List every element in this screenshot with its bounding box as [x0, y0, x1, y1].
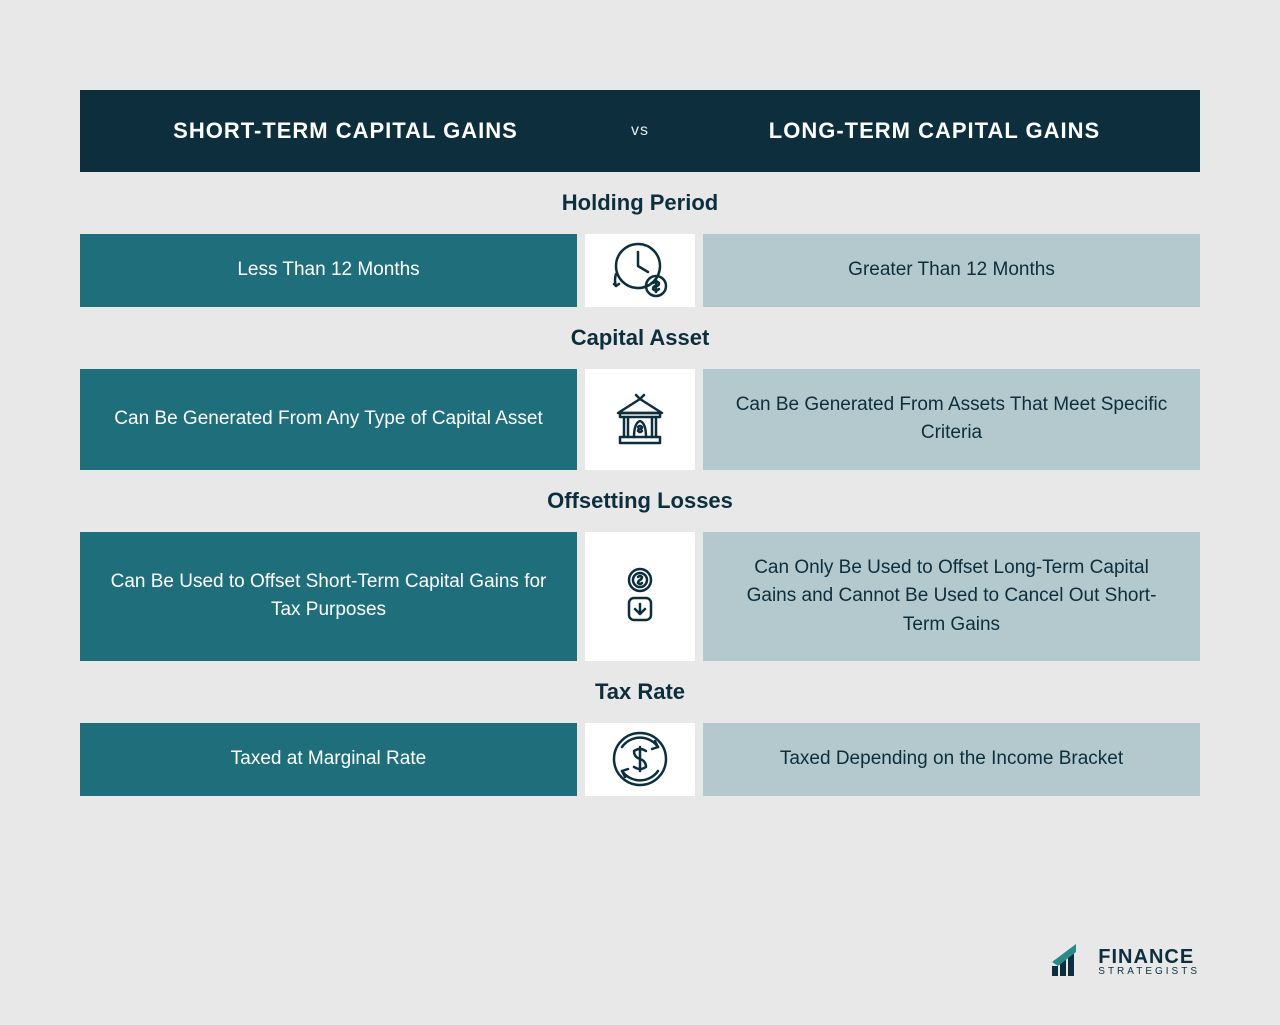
header-right-title: LONG-TERM CAPITAL GAINS: [689, 118, 1180, 144]
logo-text-top: FINANCE: [1098, 947, 1200, 967]
row-left-cell: Can Be Generated From Any Type of Capita…: [80, 369, 577, 470]
row-left-cell: Can Be Used to Offset Short-Term Capital…: [80, 532, 577, 662]
row-left-cell: Taxed at Marginal Rate: [80, 723, 577, 796]
comparison-header: SHORT-TERM CAPITAL GAINS vs LONG-TERM CA…: [80, 90, 1200, 172]
logo-text-bottom: STRATEGISTS: [1098, 967, 1200, 977]
comparison-row: Less Than 12 Months Greater Than 12 Mont…: [80, 234, 1200, 307]
dollar-cycle-icon: [585, 723, 695, 796]
header-vs-label: vs: [631, 122, 649, 140]
bank-icon: [585, 369, 695, 470]
row-right-cell: Can Only Be Used to Offset Long-Term Cap…: [703, 532, 1200, 662]
header-left-title: SHORT-TERM CAPITAL GAINS: [100, 118, 591, 144]
logo-text: FINANCE STRATEGISTS: [1098, 947, 1200, 977]
section-title: Tax Rate: [80, 661, 1200, 723]
brand-logo: FINANCE STRATEGISTS: [1048, 938, 1200, 985]
coin-down-icon: [585, 532, 695, 662]
row-right-cell: Greater Than 12 Months: [703, 234, 1200, 307]
infographic-card: SHORT-TERM CAPITAL GAINS vs LONG-TERM CA…: [10, 10, 1270, 1015]
section-title: Offsetting Losses: [80, 470, 1200, 532]
section-title: Holding Period: [80, 172, 1200, 234]
comparison-row: Can Be Generated From Any Type of Capita…: [80, 369, 1200, 470]
section-title: Capital Asset: [80, 307, 1200, 369]
logo-mark-icon: [1048, 938, 1090, 985]
comparison-row: Taxed at Marginal Rate Taxed Depending o…: [80, 723, 1200, 796]
comparison-row: Can Be Used to Offset Short-Term Capital…: [80, 532, 1200, 662]
row-right-cell: Taxed Depending on the Income Bracket: [703, 723, 1200, 796]
row-right-cell: Can Be Generated From Assets That Meet S…: [703, 369, 1200, 470]
clock-dollar-icon: [585, 234, 695, 307]
row-left-cell: Less Than 12 Months: [80, 234, 577, 307]
